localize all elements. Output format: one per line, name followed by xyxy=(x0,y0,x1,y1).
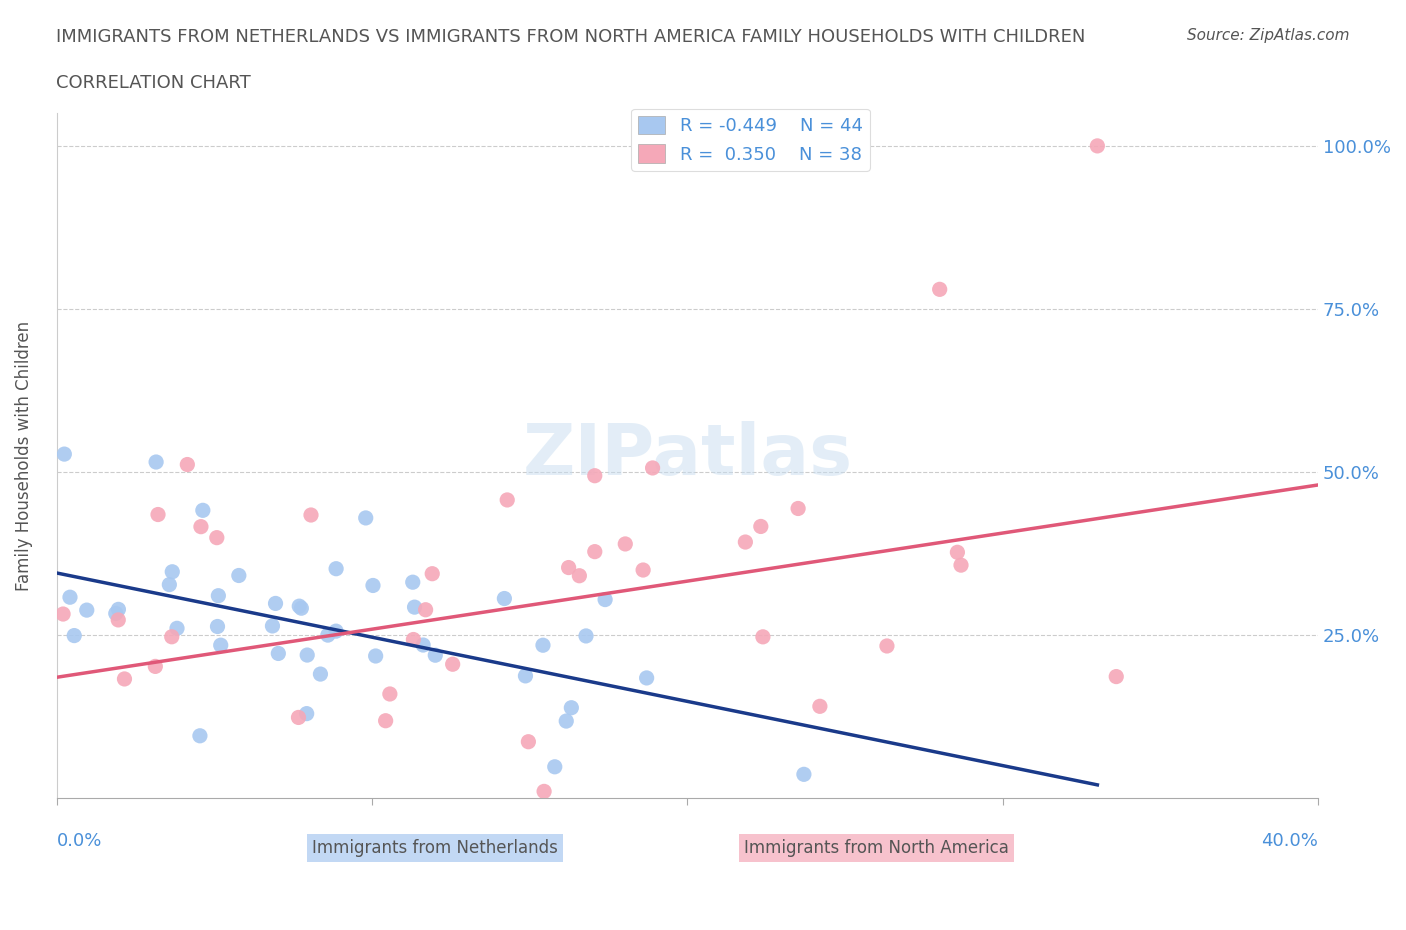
Point xyxy=(1085,139,1108,153)
Point xyxy=(749,519,772,534)
Point xyxy=(188,728,211,743)
Point xyxy=(793,767,815,782)
Point xyxy=(205,530,228,545)
Point xyxy=(52,606,75,621)
Point xyxy=(146,507,169,522)
Point xyxy=(53,446,76,461)
Point xyxy=(207,619,229,634)
Point xyxy=(160,630,183,644)
Point xyxy=(412,638,434,653)
Point xyxy=(533,784,555,799)
Text: Source: ZipAtlas.com: Source: ZipAtlas.com xyxy=(1187,28,1350,43)
Point xyxy=(402,632,425,647)
Point xyxy=(494,591,516,606)
Point xyxy=(59,590,82,604)
Point xyxy=(228,568,250,583)
Point xyxy=(374,713,396,728)
Point xyxy=(583,469,606,484)
Point xyxy=(555,713,578,728)
Point xyxy=(544,760,567,775)
Point xyxy=(517,735,540,750)
Point xyxy=(734,535,756,550)
Point xyxy=(143,659,166,674)
Y-axis label: Family Households with Children: Family Households with Children xyxy=(15,321,32,591)
Point xyxy=(309,667,332,682)
Text: ZIPatlas: ZIPatlas xyxy=(522,421,852,490)
Point xyxy=(950,558,973,573)
Point xyxy=(190,519,212,534)
Point xyxy=(876,639,898,654)
Point xyxy=(593,592,616,607)
Text: Immigrants from North America: Immigrants from North America xyxy=(744,839,1010,857)
Point xyxy=(145,455,167,470)
Point xyxy=(264,596,287,611)
Point xyxy=(515,669,537,684)
Point xyxy=(787,501,810,516)
Point xyxy=(631,563,654,578)
Point xyxy=(297,647,319,662)
Point xyxy=(531,638,554,653)
Point xyxy=(209,638,232,653)
Point xyxy=(325,562,347,577)
Point xyxy=(267,646,290,661)
Point xyxy=(76,603,98,618)
Point xyxy=(288,599,311,614)
Point xyxy=(361,578,384,593)
Point xyxy=(425,648,447,663)
Point xyxy=(420,566,443,581)
Point xyxy=(157,578,180,592)
Point xyxy=(262,618,284,633)
Point xyxy=(176,457,198,472)
Point xyxy=(583,544,606,559)
Point xyxy=(560,700,582,715)
Point xyxy=(166,621,188,636)
Point xyxy=(104,606,127,621)
Point xyxy=(63,628,86,643)
Point xyxy=(364,648,387,663)
Point xyxy=(568,568,591,583)
Point xyxy=(928,282,950,297)
Point xyxy=(1105,670,1128,684)
Text: IMMIGRANTS FROM NETHERLANDS VS IMMIGRANTS FROM NORTH AMERICA FAMILY HOUSEHOLDS W: IMMIGRANTS FROM NETHERLANDS VS IMMIGRANT… xyxy=(56,28,1085,46)
Point xyxy=(636,671,658,685)
Point xyxy=(354,511,377,525)
Point xyxy=(299,508,322,523)
Point xyxy=(114,671,136,686)
Text: 40.0%: 40.0% xyxy=(1261,831,1319,850)
Legend: R = -0.449    N = 44, R =  0.350    N = 38: R = -0.449 N = 44, R = 0.350 N = 38 xyxy=(631,109,870,171)
Point xyxy=(162,565,184,579)
Point xyxy=(415,603,437,618)
Point xyxy=(107,602,129,617)
Point xyxy=(325,624,347,639)
Point xyxy=(557,560,579,575)
Point xyxy=(808,698,831,713)
Point xyxy=(295,706,318,721)
Text: 0.0%: 0.0% xyxy=(56,831,103,850)
Point xyxy=(207,589,229,604)
Point xyxy=(402,575,425,590)
Point xyxy=(614,537,637,551)
Text: Immigrants from Netherlands: Immigrants from Netherlands xyxy=(312,839,558,857)
Text: CORRELATION CHART: CORRELATION CHART xyxy=(56,74,252,92)
Point xyxy=(496,493,519,508)
Point xyxy=(575,629,598,644)
Point xyxy=(107,613,129,628)
Point xyxy=(378,686,401,701)
Point xyxy=(290,601,312,616)
Point xyxy=(191,503,214,518)
Point xyxy=(946,545,969,560)
Point xyxy=(287,710,309,724)
Point xyxy=(441,657,464,671)
Point xyxy=(316,628,339,643)
Point xyxy=(404,600,426,615)
Point xyxy=(641,460,664,475)
Point xyxy=(752,630,775,644)
